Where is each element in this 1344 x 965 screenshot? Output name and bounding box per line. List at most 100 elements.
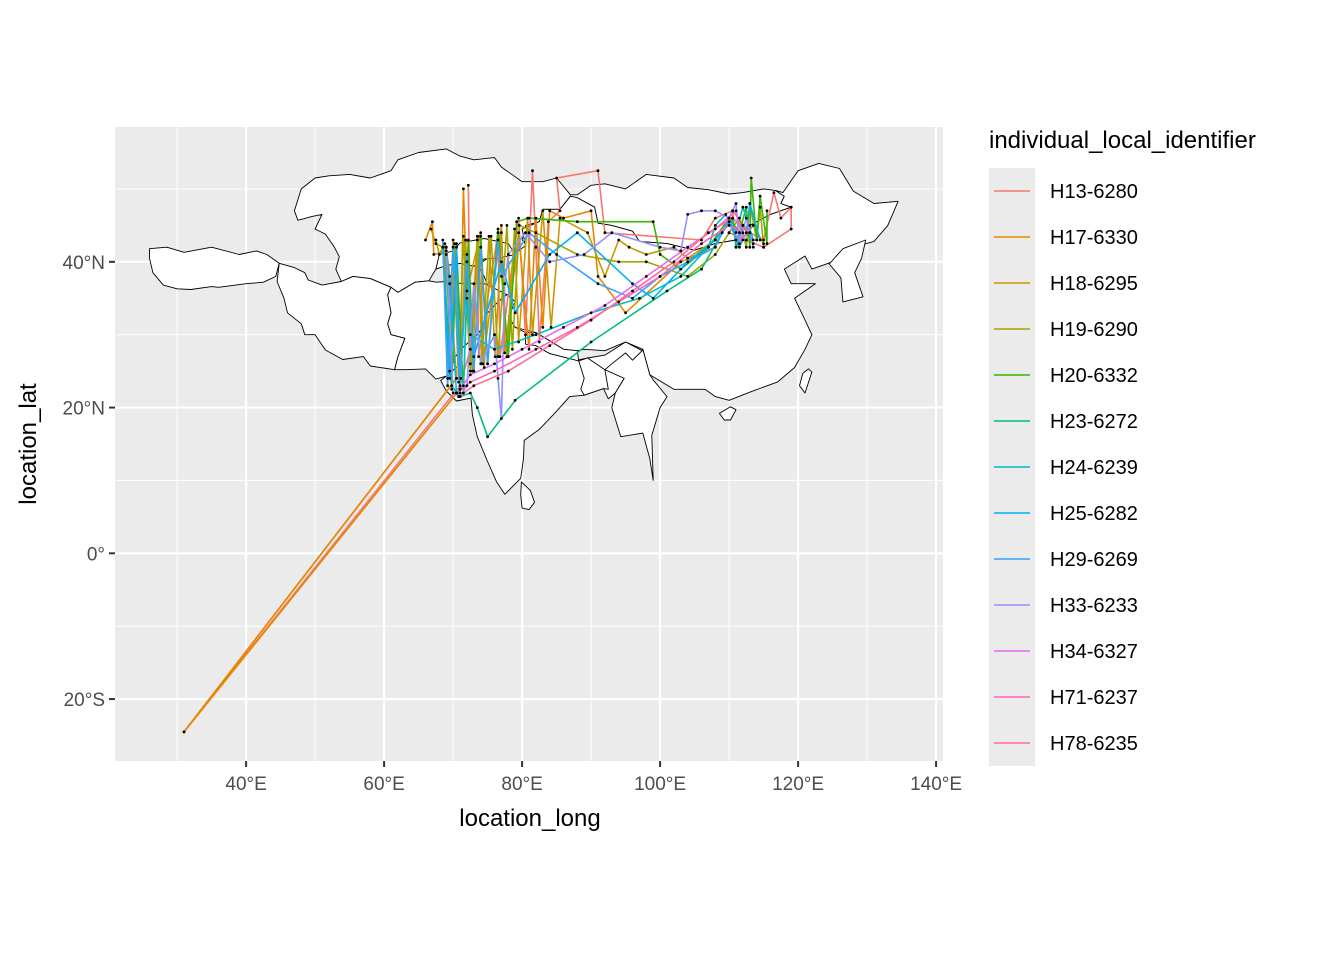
gps-point (762, 245, 765, 249)
country-srilanka (520, 481, 535, 511)
gps-point (679, 249, 683, 253)
gps-point (713, 209, 717, 213)
gps-point (479, 231, 483, 235)
gps-point (520, 347, 524, 351)
country-turkey (149, 246, 280, 290)
gps-point (505, 224, 509, 227)
legend-label: H23-6272 (1050, 411, 1138, 433)
gps-point (517, 340, 520, 344)
legend: H13-6280 H17-6330 H18-6295 H19-6290 H20-6332… (989, 168, 1138, 766)
gps-point (779, 216, 783, 220)
gps-point (462, 187, 465, 191)
gps-point (451, 245, 455, 249)
country-myanmar (604, 348, 668, 481)
gps-point (486, 362, 489, 366)
x-axis-ticks: 40°E 60°E 80°E 100°E 120°E 140°E (225, 761, 962, 795)
country-iran (276, 262, 406, 371)
gps-point (444, 253, 448, 256)
gps-point (468, 333, 472, 337)
gps-point (441, 245, 445, 249)
gps-point (446, 377, 449, 380)
gps-point (493, 333, 496, 337)
gps-point (738, 245, 741, 249)
gps-point (741, 205, 745, 209)
gps-point (511, 347, 514, 351)
gps-point (486, 435, 489, 439)
gps-point (644, 260, 648, 264)
gps-point (448, 275, 452, 278)
x-tick-label: 40°E (225, 774, 266, 795)
gps-point (496, 231, 500, 235)
gps-point (549, 326, 553, 329)
gps-point (437, 253, 441, 256)
gps-point (462, 384, 465, 388)
gps-point (713, 216, 717, 220)
gps-point (462, 391, 465, 395)
gps-point (575, 326, 579, 329)
gps-point (446, 384, 449, 388)
gps-point (475, 406, 479, 409)
legend-label: H78-6235 (1050, 733, 1138, 755)
gps-point (638, 296, 641, 300)
gps-point (734, 245, 738, 249)
gps-point (468, 391, 472, 395)
gps-point (738, 242, 741, 246)
gps-point (546, 220, 550, 224)
gps-point (596, 275, 600, 278)
gps-point (751, 245, 755, 249)
gps-point (468, 347, 472, 351)
gps-point (465, 296, 469, 300)
gps-point (589, 318, 593, 322)
gps-point (524, 333, 527, 337)
gps-point (644, 275, 648, 278)
gps-point (679, 275, 683, 278)
gps-point (444, 245, 448, 249)
gps-point (765, 209, 769, 213)
legend-label: H17-6330 (1050, 227, 1138, 249)
gps-point (465, 384, 469, 388)
legend-label: H13-6280 (1050, 181, 1138, 203)
gps-point (686, 260, 690, 264)
gps-point (651, 220, 655, 224)
legend-label: H20-6332 (1050, 365, 1138, 387)
gps-point (617, 300, 621, 304)
gps-point (713, 227, 717, 231)
gps-point (617, 260, 621, 264)
gps-point (713, 245, 717, 249)
gps-point (672, 260, 676, 264)
gps-point (751, 238, 755, 242)
gps-point (734, 202, 738, 205)
gps-point (182, 730, 186, 734)
track-H29-6269 (442, 217, 744, 394)
gps-point (493, 362, 496, 366)
gps-point (575, 220, 579, 224)
gps-point (517, 216, 520, 220)
gps-point (541, 209, 545, 213)
gps-point (476, 234, 480, 238)
gps-point (537, 340, 541, 344)
gps-point (506, 369, 510, 373)
gps-point (431, 220, 434, 224)
gps-point (589, 340, 593, 344)
gps-point (562, 326, 565, 329)
gps-point (515, 220, 518, 224)
gps-point (432, 253, 436, 256)
gps-fixes (182, 169, 793, 734)
gps-point (503, 282, 507, 286)
gps-point (603, 231, 607, 235)
gps-point (596, 169, 600, 173)
gps-point (458, 384, 462, 388)
gps-point (517, 224, 521, 227)
gps-point (700, 267, 703, 271)
gps-point (713, 238, 717, 242)
gps-point (441, 238, 445, 242)
gps-point (457, 395, 460, 398)
gps-point (731, 209, 734, 213)
gps-point (506, 355, 510, 358)
gps-point (727, 220, 731, 224)
gps-point (744, 231, 748, 235)
gps-point (758, 238, 762, 242)
gps-point (531, 169, 534, 173)
gps-point (720, 231, 724, 235)
gps-point (617, 238, 621, 242)
